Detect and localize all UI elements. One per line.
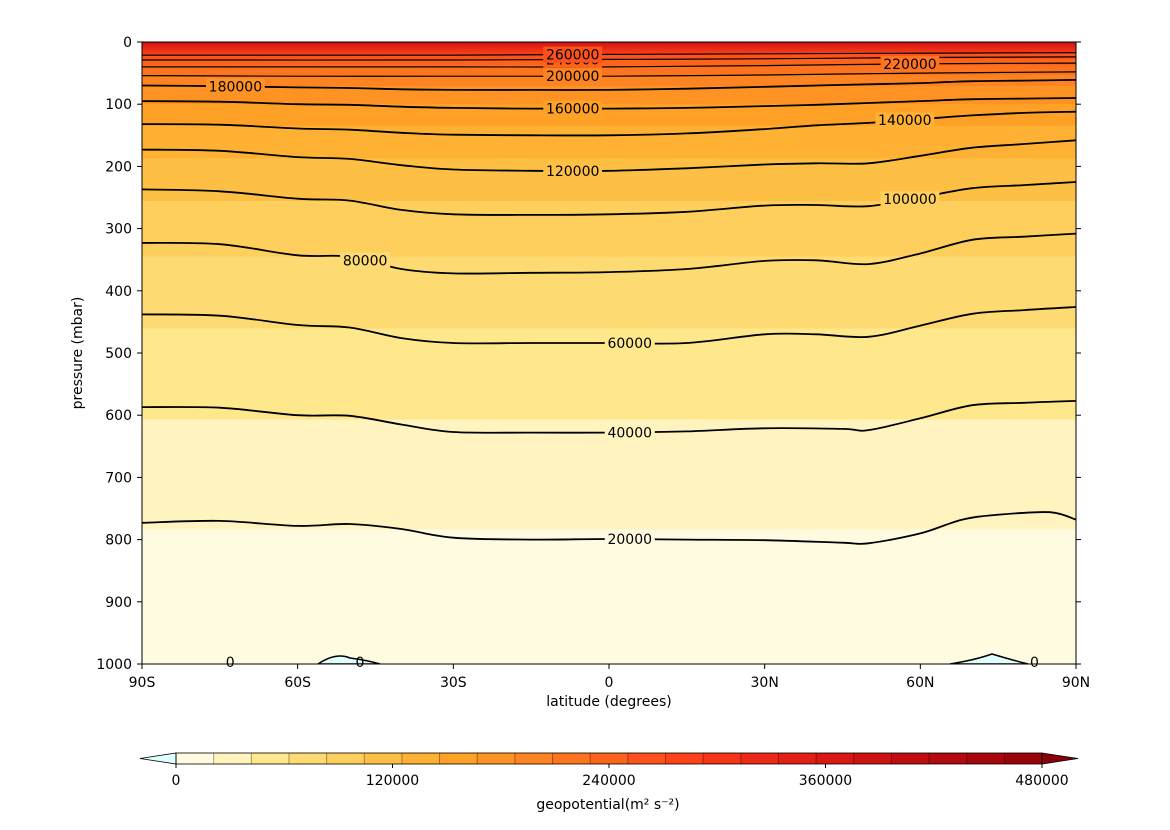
colorbar-segment <box>627 753 666 764</box>
contour-label-bg <box>880 191 940 208</box>
y-tick-label: 400 <box>105 284 132 300</box>
contour-labels: 20000 40000 60000 80000 100000 120000 140000 16… <box>206 46 1039 671</box>
colorbar-segment <box>514 753 554 764</box>
contour-label-140000: 140000 <box>878 113 931 129</box>
y-tick-label: 1000 <box>96 657 132 673</box>
colorbar-segment <box>816 753 855 764</box>
y-axis: 0 100 200 300 400 500 600 700 800 900 1000 <box>96 35 1081 673</box>
colorbar-extend-min <box>139 752 177 765</box>
colorbar-segment <box>590 753 629 764</box>
colorbar-tick-label: 120000 <box>366 773 419 789</box>
colorbar-segment <box>176 753 215 764</box>
colorbar-segment <box>853 753 892 764</box>
x-tick-label: 30S <box>440 675 467 691</box>
contour-label-bg <box>543 46 603 63</box>
y-tick-label: 700 <box>105 470 132 486</box>
contour-120000 <box>142 139 1076 172</box>
colorbar-segment <box>740 753 779 764</box>
contour-label-80000: 80000 <box>343 253 388 269</box>
y-tick-label: 600 <box>105 408 132 424</box>
y-tick-label: 0 <box>123 35 132 51</box>
contour-label-bg <box>206 78 265 95</box>
contour-label-20000: 20000 <box>607 532 652 548</box>
colorbar-segment <box>929 753 968 764</box>
colorbar-segment <box>251 753 290 764</box>
x-tick-label: 30N <box>751 675 779 691</box>
y-tick-label: 300 <box>105 222 132 238</box>
colorbar-label: geopotential(m² s⁻²) <box>536 797 679 813</box>
contour-label-0: 0 <box>1030 655 1039 671</box>
contour-label-60000: 60000 <box>607 336 652 352</box>
colorbar-segment <box>703 753 742 764</box>
contour-label-180000: 180000 <box>209 79 262 95</box>
y-tick-label: 900 <box>105 595 132 611</box>
colorbar-segment <box>1004 753 1043 764</box>
contour-label-40000: 40000 <box>607 425 652 441</box>
colorbar-segment <box>439 753 478 764</box>
contour-label-bg <box>604 424 655 441</box>
colorbar-tick-label: 480000 <box>1015 773 1068 789</box>
contour-label-bg <box>604 335 655 352</box>
x-axis-label: latitude (degrees) <box>546 694 671 710</box>
contour-100000 <box>142 181 1076 216</box>
x-tick-label: 60S <box>284 675 311 691</box>
contour-140000 <box>142 110 1076 137</box>
y-axis-label: pressure (mbar) <box>70 297 86 410</box>
colorbar-segment <box>213 753 252 764</box>
contour-label-160000: 160000 <box>546 102 599 118</box>
y-tick-label: 500 <box>105 346 132 362</box>
geopotential-field <box>142 42 1076 664</box>
contour-label-100000: 100000 <box>883 192 936 208</box>
colorbar-segment <box>288 753 328 764</box>
contour-label-200000: 200000 <box>546 69 599 85</box>
colorbar-segment <box>966 753 1005 764</box>
contour-label-bg <box>340 252 391 269</box>
contour-label-bg <box>543 68 603 85</box>
x-tick-label: 90N <box>1062 675 1090 691</box>
colorbar-segment <box>665 753 704 764</box>
colorbar-segment <box>552 753 591 764</box>
colorbar-extend-max <box>1041 752 1079 765</box>
colorbar-tick-label: 360000 <box>799 773 852 789</box>
contour-260000 <box>142 52 1076 56</box>
x-tick-label: 90S <box>129 675 156 691</box>
plot-area: 20000 40000 60000 80000 100000 120000 140000 16… <box>141 41 1077 671</box>
colorbar-segment <box>326 753 365 764</box>
x-axis: 90S 60S 30S 0 30N 60N 90N <box>129 664 1090 691</box>
y-tick-label: 100 <box>105 97 132 113</box>
contour-label-0: 0 <box>226 655 235 671</box>
colorbar-segment <box>778 753 817 764</box>
y-tick-label: 200 <box>105 159 132 175</box>
contour-label-0: 0 <box>355 655 364 671</box>
contour-label-bg <box>875 112 935 129</box>
contour-label-bg <box>880 55 940 72</box>
contour-180000 <box>142 79 1076 91</box>
contour-label-260000: 260000 <box>546 48 599 64</box>
contour-20000 <box>142 511 1076 545</box>
colorbar: 0 120000 240000 360000 480000 <box>139 752 1079 789</box>
contour-label-bg <box>604 531 655 548</box>
colorbar-segment <box>364 753 403 764</box>
contour-label-220000: 220000 <box>883 57 936 73</box>
colorbar-segment <box>401 753 441 764</box>
contour-160000 <box>142 97 1076 110</box>
contour-label-120000: 120000 <box>546 164 599 180</box>
y-tick-label: 800 <box>105 533 132 549</box>
x-tick-label: 0 <box>605 675 614 691</box>
contour-label-bg <box>543 162 603 179</box>
negative-region-south <box>316 655 381 664</box>
contour-label-bg <box>543 100 603 117</box>
colorbar-segment <box>891 753 930 764</box>
x-tick-label: 60N <box>906 675 934 691</box>
colorbar-segment <box>477 753 516 764</box>
near-surface-negative-regions <box>316 653 1029 664</box>
colorbar-tick-label: 0 <box>172 773 181 789</box>
negative-region-north <box>949 653 1029 664</box>
colorbar-tick-label: 240000 <box>582 773 635 789</box>
contour-80000 <box>142 232 1076 275</box>
